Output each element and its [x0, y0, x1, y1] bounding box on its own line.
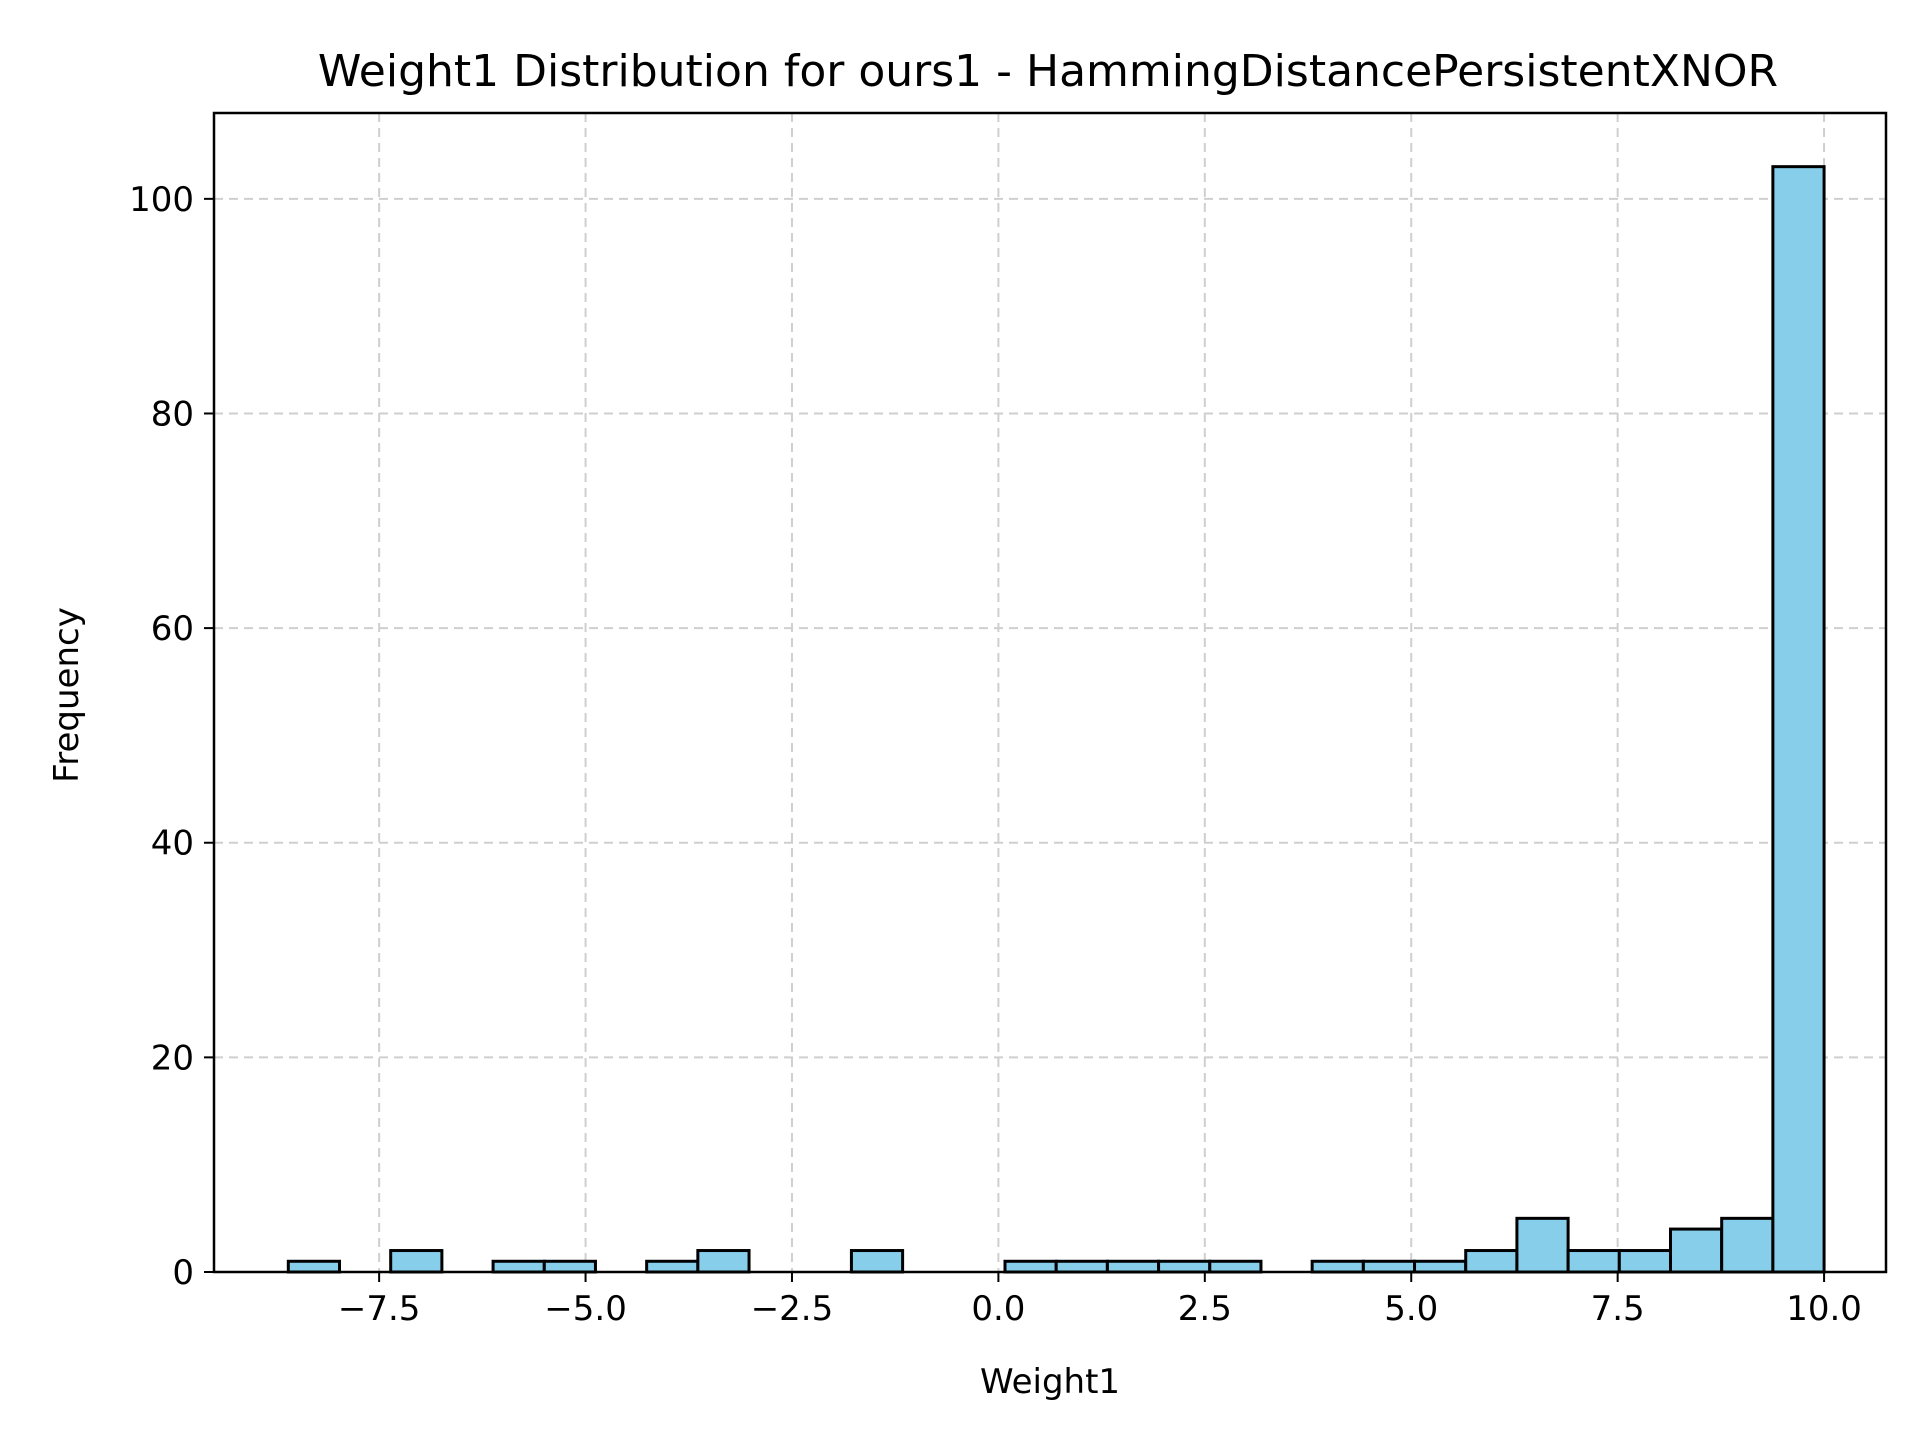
x-tick-label-6: 7.5: [1591, 1289, 1645, 1329]
histogram-bar-16: [1105, 1259, 1161, 1274]
histogram-bar-8: [696, 1249, 751, 1274]
x-tick-label-2: −2.5: [751, 1289, 834, 1329]
histogram-bar-7: [645, 1259, 700, 1274]
histogram-bar-25: [1566, 1249, 1621, 1274]
histogram-bar-24: [1515, 1216, 1570, 1274]
histogram-bar-28: [1720, 1216, 1775, 1274]
histogram-bar-11: [849, 1249, 905, 1274]
histogram-bar-29: [1771, 165, 1826, 1274]
histogram-bar-15: [1054, 1259, 1109, 1274]
x-axis-label: Weight1: [980, 1362, 1120, 1402]
histogram-bar-5: [542, 1259, 597, 1274]
histogram-bar-26: [1617, 1249, 1672, 1274]
histogram-bar-4: [491, 1259, 546, 1274]
y-tick-label-1: 20: [151, 1038, 194, 1078]
histogram-bar-20: [1310, 1259, 1365, 1274]
bars: [286, 165, 1826, 1274]
plot-frame: [212, 111, 1888, 1274]
histogram-bar-18: [1208, 1259, 1263, 1274]
x-tick-label-1: −5.0: [544, 1289, 627, 1329]
histogram-bar-27: [1668, 1227, 1724, 1274]
chart-title: Weight1 Distribution for ours1 - Hamming…: [318, 46, 1778, 97]
x-tick-label-0: −7.5: [338, 1289, 421, 1329]
axis-ticks: −7.5 −5.0 −2.5 0.0 2.5 5.0 7.5 10.0 0 20 40 60 80 100: [129, 180, 1862, 1329]
y-tick-label-0: 0: [172, 1253, 194, 1293]
x-tick-label-7: 10.0: [1786, 1289, 1862, 1329]
histogram-bar-17: [1157, 1259, 1212, 1274]
histogram-bar-22: [1413, 1259, 1468, 1274]
grid: [214, 113, 1886, 1273]
y-axis-label: Frequency: [47, 607, 87, 783]
histogram-bar-0: [286, 1259, 342, 1274]
histogram-bar-23: [1464, 1249, 1519, 1274]
histogram-bar-21: [1361, 1259, 1417, 1274]
y-tick-label-3: 60: [151, 609, 194, 649]
y-tick-label-4: 80: [151, 394, 194, 434]
y-tick-label-2: 40: [151, 824, 194, 864]
x-tick-label-5: 5.0: [1384, 1289, 1438, 1329]
y-tick-label-5: 100: [129, 180, 194, 220]
x-tick-label-3: 0.0: [971, 1289, 1025, 1329]
histogram-bar-2: [389, 1249, 444, 1274]
x-tick-label-4: 2.5: [1178, 1289, 1232, 1329]
histogram-bar-14: [1003, 1259, 1058, 1274]
